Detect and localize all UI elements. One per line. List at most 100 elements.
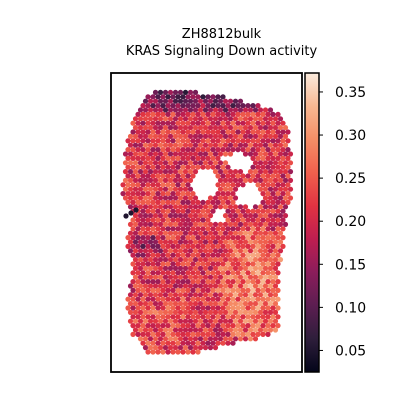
tissue-spot <box>150 165 155 170</box>
tissue-spot <box>268 319 273 324</box>
tissue-spot <box>150 103 155 108</box>
tissue-spot <box>263 292 268 297</box>
tissue-spot <box>180 341 185 346</box>
tissue-spot <box>260 314 265 319</box>
tissue-spot <box>243 319 248 324</box>
tissue-spot <box>185 279 190 284</box>
tissue-spot <box>225 112 230 117</box>
tissue-spot <box>248 301 253 306</box>
tissue-spot <box>248 275 253 280</box>
tissue-spot <box>165 305 170 310</box>
tissue-spot <box>130 138 135 143</box>
tissue-spot <box>250 297 255 302</box>
tissue-spot <box>150 200 155 205</box>
tissue-spot <box>155 112 160 117</box>
tissue-spot <box>200 94 205 99</box>
tissue-spot <box>185 270 190 275</box>
tissue-spot <box>243 125 248 130</box>
tissue-spot <box>205 332 210 337</box>
tissue-spot <box>210 253 215 258</box>
tissue-spot <box>240 103 245 108</box>
tissue-spot <box>158 134 163 139</box>
tissue-spot <box>180 226 185 231</box>
tissue-spot <box>130 191 135 196</box>
tissue-spot <box>238 283 243 288</box>
tissue-spot <box>220 235 225 240</box>
tissue-spot <box>223 319 228 324</box>
tissue-spot <box>185 332 190 337</box>
tissue-spot <box>153 116 158 121</box>
tissue-spot <box>243 116 248 121</box>
tissue-spot <box>208 319 213 324</box>
tissue-spot <box>188 266 193 271</box>
tissue-spot <box>210 200 215 205</box>
tissue-spot <box>235 253 240 258</box>
tissue-spot <box>215 147 220 152</box>
tissue-spot <box>200 253 205 258</box>
tissue-spot <box>158 99 163 104</box>
tissue-spot <box>258 292 263 297</box>
tissue-spot <box>225 270 230 275</box>
tissue-spot <box>170 147 175 152</box>
tissue-spot <box>133 160 138 165</box>
tissue-spot <box>145 305 150 310</box>
tissue-spot <box>180 156 185 161</box>
tissue-spot <box>238 239 243 244</box>
tissue-spot <box>245 138 250 143</box>
tissue-spot <box>203 345 208 350</box>
tissue-spot <box>255 182 260 187</box>
tissue-spot <box>188 231 193 236</box>
tissue-spot <box>193 213 198 218</box>
tissue-spot <box>248 248 253 253</box>
tissue-spot <box>238 107 243 112</box>
tissue-spot <box>143 292 148 297</box>
tissue-spot <box>270 200 275 205</box>
tissue-spot <box>245 235 250 240</box>
tissue-spot <box>220 121 225 126</box>
tissue-spot <box>183 336 188 341</box>
tissue-spot <box>263 116 268 121</box>
tissue-spot <box>173 292 178 297</box>
tissue-spot <box>255 156 260 161</box>
tissue-spot <box>200 165 205 170</box>
tissue-spot <box>173 239 178 244</box>
tissue-spot <box>185 103 190 108</box>
tissue-spot <box>185 147 190 152</box>
tissue-spot <box>163 292 168 297</box>
tissue-spot <box>193 301 198 306</box>
tissue-spot <box>260 156 265 161</box>
tissue-spot <box>155 349 160 354</box>
tissue-spot <box>178 116 183 121</box>
tissue-spot <box>140 147 145 152</box>
tissue-spot <box>190 323 195 328</box>
tissue-spot <box>218 134 223 139</box>
tissue-spot <box>215 138 220 143</box>
tissue-spot <box>240 147 245 152</box>
tissue-spot <box>183 266 188 271</box>
tissue-spot <box>253 125 258 130</box>
tissue-spot <box>223 116 228 121</box>
tissue-spot <box>170 94 175 99</box>
tissue-spot <box>158 90 163 95</box>
tissue-spot <box>145 191 150 196</box>
tissue-spot <box>168 257 173 262</box>
tissue-spot <box>168 266 173 271</box>
tissue-spot <box>280 138 285 143</box>
tissue-spot <box>163 90 168 95</box>
tissue-spot <box>240 209 245 214</box>
tissue-spot <box>128 160 133 165</box>
tissue-spot <box>160 209 165 214</box>
tissue-spot <box>153 248 158 253</box>
tissue-spot <box>145 253 150 258</box>
tissue-spot <box>208 125 213 130</box>
tissue-spot <box>175 253 180 258</box>
tissue-spot <box>230 200 235 205</box>
tissue-spot <box>208 292 213 297</box>
tissue-spot <box>225 341 230 346</box>
tissue-spot <box>173 99 178 104</box>
tissue-spot <box>260 191 265 196</box>
tissue-spot <box>248 310 253 315</box>
tissue-spot <box>148 99 153 104</box>
tissue-spot <box>288 178 293 183</box>
tissue-spot <box>278 125 283 130</box>
